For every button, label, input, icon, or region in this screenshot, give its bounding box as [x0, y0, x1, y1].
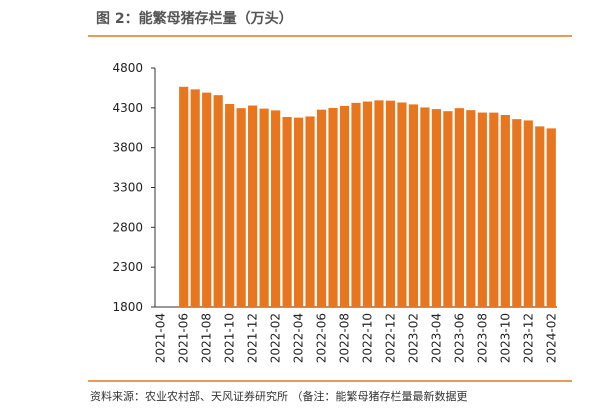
- bar: [535, 126, 545, 308]
- source-note: 资料来源：农业农村部、天风证券研究所 （备注：能繁母猪存栏量最新数据更: [90, 389, 468, 403]
- bar: [546, 128, 556, 307]
- x-tick-label: 2021-12: [246, 313, 260, 363]
- bar: [225, 104, 235, 307]
- bar: [362, 101, 373, 307]
- x-tick-label: 2021-06: [177, 313, 191, 363]
- y-tick-label: 4800: [112, 61, 143, 75]
- bar: [512, 119, 522, 307]
- bar: [213, 95, 223, 307]
- bar: [489, 112, 499, 307]
- x-tick-label: 2022-10: [360, 313, 374, 363]
- x-tick-label: 2022-08: [338, 313, 352, 363]
- bar: [339, 105, 350, 308]
- x-tick-label: 2022-02: [269, 313, 283, 363]
- bar: [477, 112, 487, 308]
- bar: [443, 111, 453, 307]
- bar: [202, 92, 212, 307]
- x-tick-label: 2023-04: [429, 313, 443, 363]
- y-tick-label: 4300: [112, 101, 143, 115]
- bar: [259, 108, 269, 307]
- x-tick-label: 2022-06: [315, 313, 329, 363]
- bar: [374, 100, 384, 307]
- bar: [282, 116, 292, 308]
- bar: [316, 109, 327, 307]
- bar: [305, 116, 315, 307]
- bar: [397, 102, 407, 307]
- bar: [500, 115, 510, 308]
- x-tick-label: 2023-02: [406, 313, 420, 363]
- x-tick-label: 2023-12: [521, 313, 535, 363]
- bar: [248, 105, 258, 307]
- bar: [420, 107, 430, 307]
- x-tick-label: 2024-02: [544, 313, 558, 363]
- bar: [293, 117, 304, 308]
- y-tick-label: 3800: [112, 141, 143, 155]
- x-tick-label: 2021-10: [223, 313, 237, 363]
- chart-title: 图 2：能繁母猪存栏量（万头）: [96, 10, 293, 27]
- x-tick-label: 2023-06: [452, 313, 466, 363]
- bar: [385, 100, 396, 307]
- y-tick-label: 2300: [112, 260, 143, 274]
- x-tick-label: 2022-12: [383, 313, 397, 363]
- x-tick-label: 2023-10: [498, 313, 512, 363]
- bar: [466, 110, 476, 307]
- bar: [190, 89, 200, 307]
- bar: [351, 102, 361, 307]
- y-tick-label: 2800: [112, 220, 143, 234]
- bar: [271, 110, 281, 308]
- bar: [523, 120, 533, 307]
- bar: [408, 104, 419, 307]
- bar: [454, 108, 464, 307]
- x-tick-label: 2023-08: [475, 313, 489, 363]
- y-tick-label: 3300: [112, 181, 143, 195]
- x-tick-label: 2022-04: [292, 313, 306, 363]
- bar: [236, 108, 246, 307]
- bar: [179, 86, 189, 307]
- bar: [431, 109, 441, 307]
- x-tick-label: 2021-08: [200, 313, 214, 363]
- y-tick-label: 1800: [112, 300, 143, 314]
- x-tick-label: 2021-04: [154, 313, 168, 363]
- bar: [328, 107, 338, 307]
